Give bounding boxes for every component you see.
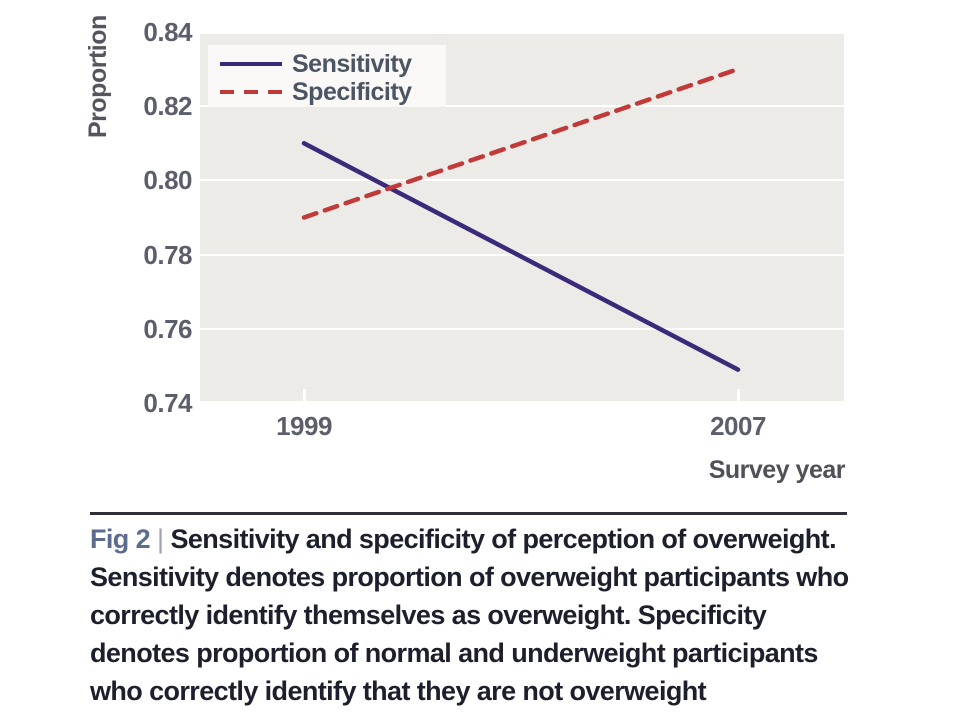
legend-label: Specificity	[292, 77, 412, 106]
caption-line: correctly identify themselves as overwei…	[90, 600, 767, 630]
x-tick-mark	[737, 389, 740, 403]
y-tick-label: 0.80	[143, 165, 192, 196]
gridline	[200, 179, 844, 182]
legend-row: Sensitivity	[220, 49, 412, 78]
caption-line1-text: Sensitivity and specificity of perceptio…	[170, 524, 836, 554]
y-tick-label: 0.84	[143, 17, 192, 47]
caption-divider: |	[157, 524, 164, 554]
series-line-specificity	[301, 66, 741, 220]
legend: Sensitivity Specificity	[208, 45, 446, 107]
figure-caption: Fig 2 | Sensitivity and specificity of per…	[90, 520, 880, 710]
series-line-sensitivity	[301, 141, 741, 372]
y-axis-title: Proportion	[84, 15, 112, 139]
caption-line: Fig 2 | Sensitivity and specificity of per…	[90, 520, 880, 558]
caption-line: denotes proportion of normal and underwe…	[90, 638, 818, 668]
gridline	[200, 105, 844, 108]
caption-line: Sensitivity denotes proportion of overwe…	[90, 562, 849, 592]
x-tick-label: 2007	[710, 411, 766, 441]
y-tick-label: 0.78	[143, 239, 192, 270]
caption-fig-label: Fig 2	[90, 524, 151, 554]
gridline	[200, 327, 844, 330]
x-tick-label: 1999	[276, 411, 332, 441]
y-tick-label: 0.74	[143, 388, 192, 418]
legend-label: Sensitivity	[292, 49, 412, 78]
caption-rule	[90, 512, 847, 515]
line-series-svg	[301, 66, 741, 372]
dashed-line-icon	[220, 90, 282, 94]
plot-area: Sensitivity Specificity	[200, 32, 844, 403]
legend-row: Specificity	[220, 77, 412, 106]
gridline	[200, 32, 844, 34]
gridline	[200, 401, 844, 403]
y-tick-label: 0.82	[143, 91, 192, 122]
x-axis-title: Survey year	[708, 456, 846, 484]
caption-line: who correctly identify that they are not…	[90, 676, 707, 706]
solid-line-icon	[220, 62, 282, 66]
y-tick-label: 0.76	[143, 313, 192, 344]
x-tick-mark	[303, 389, 306, 403]
